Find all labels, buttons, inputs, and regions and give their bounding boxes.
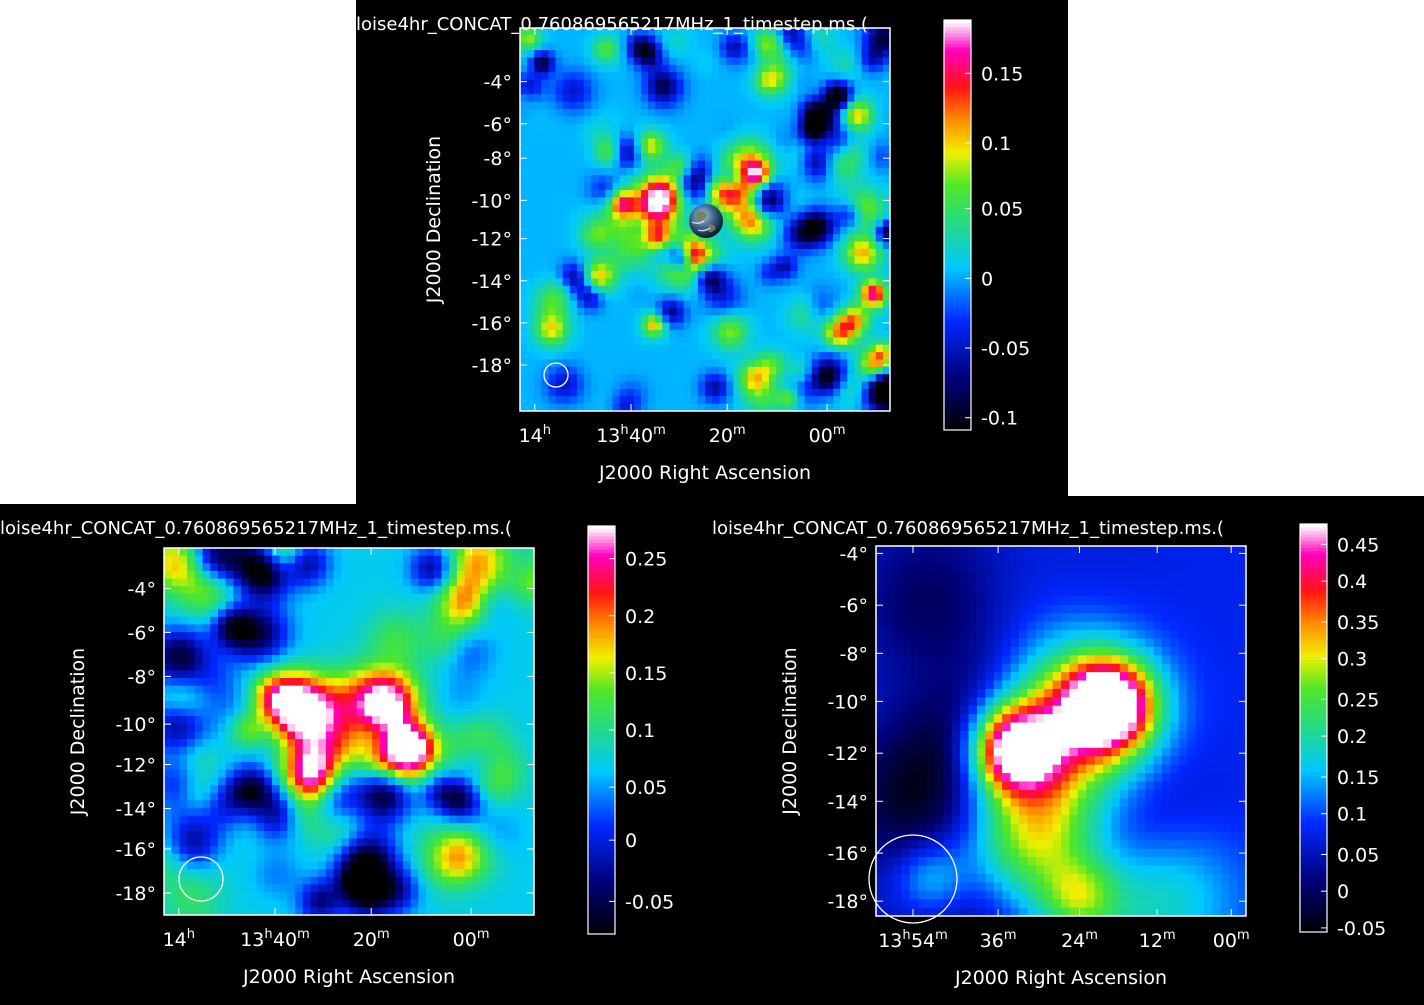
- y-tick-label: -6°: [128, 622, 156, 644]
- colorbar-tick-label: -0.05: [625, 891, 674, 913]
- y-tick-label: -10°: [471, 190, 512, 212]
- colorbar-tick-label: 0.05: [981, 199, 1023, 221]
- bottom-left-heatmap: [164, 548, 534, 915]
- bottom-left-axis-ticks: [164, 548, 534, 915]
- colorbar-tick-label: 0.4: [1337, 571, 1367, 593]
- top-plot-frame: [519, 27, 891, 412]
- x-tick-label: 12m: [1139, 928, 1176, 952]
- earth-icon: [689, 204, 723, 238]
- y-tick-label: -10°: [115, 714, 156, 736]
- colorbar-tick-label: 0.05: [1337, 844, 1379, 866]
- top-beam-ellipse: [543, 362, 569, 388]
- colorbar-tick-label: 0: [625, 830, 637, 852]
- top-heatmap: [520, 28, 890, 411]
- x-tick-label: 20m: [353, 927, 390, 951]
- bottom-left-sky-map-chart: 14h 13h 40m 20m 00m -4° -6° -8° -10° -12° -14…: [0, 518, 674, 988]
- y-tick-label: -14°: [471, 271, 512, 293]
- y-tick-label: -18°: [827, 891, 868, 913]
- x-axis-label: J2000 Right Ascension: [242, 966, 455, 988]
- x-axis-label: J2000 Right Ascension: [954, 967, 1167, 989]
- y-tick-label: -12°: [115, 755, 156, 777]
- bottom-right-heatmap: [876, 546, 1246, 916]
- colorbar-tick-label: 0.3: [1337, 649, 1367, 671]
- colorbar-tick-label: 0.15: [1337, 767, 1379, 789]
- colorbar-tick-label: 0.1: [981, 133, 1011, 155]
- bottom-right-colorbar: [1299, 523, 1328, 933]
- x-tick-label: 14h: [163, 927, 195, 951]
- y-tick-label: -4°: [484, 72, 512, 94]
- chart-title: loise4hr_CONCAT_0.760869565217MHz_1_time…: [0, 518, 512, 539]
- bottom-right-sky-map-chart: 13h 54m 36m 24m 12m 00m -4° -6° -8° -10° -12…: [712, 518, 1386, 989]
- y-tick-label: -14°: [827, 791, 868, 813]
- y-tick-label: -4°: [128, 578, 156, 600]
- x-tick-label: 13h 40m: [596, 423, 666, 447]
- y-axis-label: J2000 Declination: [67, 648, 89, 816]
- colorbar-tick-label: 0: [1337, 881, 1349, 903]
- y-tick-label: -8°: [484, 148, 512, 170]
- y-tick-label: -8°: [840, 643, 868, 665]
- colorbar-tick-label: -0.05: [981, 338, 1030, 360]
- colorbar-tick-label: -0.1: [981, 408, 1018, 430]
- colorbar-tick-label: 0.2: [625, 606, 655, 628]
- y-tick-label: -18°: [471, 355, 512, 377]
- colorbar-tick-label: -0.05: [1337, 918, 1386, 940]
- y-tick-label: -6°: [484, 114, 512, 136]
- x-tick-label: 13h 54m: [878, 928, 948, 952]
- colorbar-tick-label: 0.1: [1337, 804, 1367, 826]
- colorbar-tick-label: 0.2: [1337, 726, 1367, 748]
- colorbar-tick-label: 0.35: [1337, 612, 1379, 634]
- x-tick-label: 24m: [1061, 928, 1098, 952]
- y-tick-label: -8°: [128, 666, 156, 688]
- top-colorbar: [943, 19, 972, 431]
- x-tick-label: 20m: [709, 423, 746, 447]
- x-tick-label: 00m: [1213, 928, 1250, 952]
- colorbar-tick-label: 0.45: [1337, 534, 1379, 556]
- bottom-left-beam-ellipse: [178, 856, 224, 902]
- bottom-left-colorbar: [587, 525, 616, 935]
- chart-title: loise4hr_CONCAT_0.760869565217MHz_1_time…: [712, 518, 1224, 539]
- x-axis-label: J2000 Right Ascension: [598, 462, 811, 484]
- colorbar-tick-label: 0.25: [1337, 689, 1379, 711]
- x-tick-label: 00m: [453, 927, 490, 951]
- y-axis-label: J2000 Declination: [779, 647, 801, 815]
- x-tick-label: 00m: [809, 423, 846, 447]
- x-tick-label: 13h 40m: [240, 927, 310, 951]
- top-sky-map-panel: 14h 13h 40m 20m 00m -4° -6° -8° -10° -12° -14…: [356, 0, 1068, 504]
- bottom-right-axis-ticks: [876, 546, 1246, 916]
- bottom-right-plot-frame: [875, 545, 1247, 917]
- y-tick-label: -4°: [840, 543, 868, 565]
- bottom-right-sky-map-panel: 13h 54m 36m 24m 12m 00m -4° -6° -8° -10° -12…: [712, 496, 1424, 1005]
- y-tick-label: -6°: [840, 595, 868, 617]
- y-tick-label: -18°: [115, 883, 156, 905]
- y-tick-label: -14°: [115, 799, 156, 821]
- y-tick-label: -10°: [827, 691, 868, 713]
- x-tick-label: 36m: [980, 928, 1017, 952]
- bottom-right-beam-ellipse: [868, 834, 958, 924]
- top-sky-map-chart: 14h 13h 40m 20m 00m -4° -6° -8° -10° -12° -14…: [356, 14, 1030, 484]
- y-tick-label: -16°: [827, 843, 868, 865]
- top-axis-ticks: [520, 28, 890, 411]
- bottom-left-sky-map-panel: 14h 13h 40m 20m 00m -4° -6° -8° -10° -12° -14…: [0, 504, 712, 1005]
- bottom-left-plot-frame: [163, 547, 535, 916]
- colorbar-tick-label: 0.1: [625, 720, 655, 742]
- y-tick-label: -12°: [827, 743, 868, 765]
- y-tick-label: -16°: [115, 839, 156, 861]
- colorbar-tick-label: 0.05: [625, 777, 667, 799]
- y-tick-label: -16°: [471, 313, 512, 335]
- y-tick-label: -12°: [471, 229, 512, 251]
- x-tick-label: 14h: [519, 423, 551, 447]
- colorbar-tick-label: 0.15: [981, 63, 1023, 85]
- colorbar-tick-label: 0: [981, 268, 993, 290]
- y-axis-label: J2000 Declination: [423, 136, 445, 304]
- colorbar-tick-label: 0.25: [625, 549, 667, 571]
- chart-title: loise4hr_CONCAT_0.760869565217MHz_1_time…: [356, 14, 868, 35]
- colorbar-tick-label: 0.15: [625, 663, 667, 685]
